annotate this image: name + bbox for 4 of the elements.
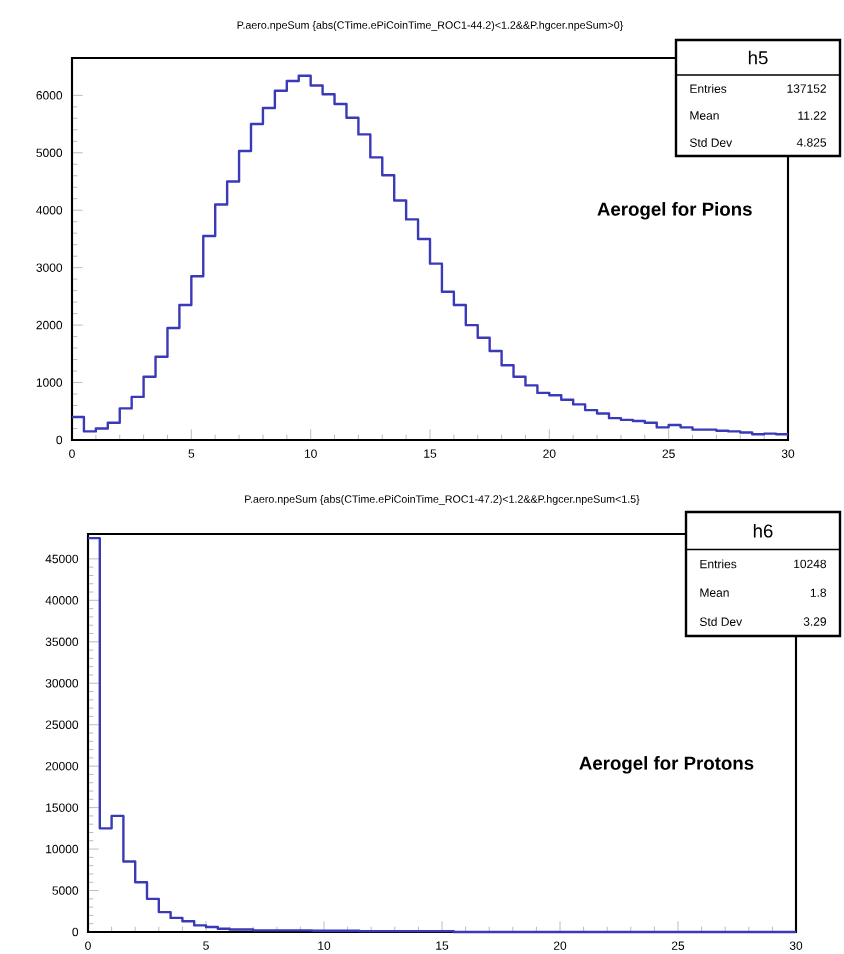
- annotation: h6: [753, 523, 773, 538]
- annotation: Aerogel for Protons: [579, 756, 754, 774]
- annotation: h5: [748, 50, 768, 65]
- annotation: Aerogel for Pions: [597, 202, 752, 220]
